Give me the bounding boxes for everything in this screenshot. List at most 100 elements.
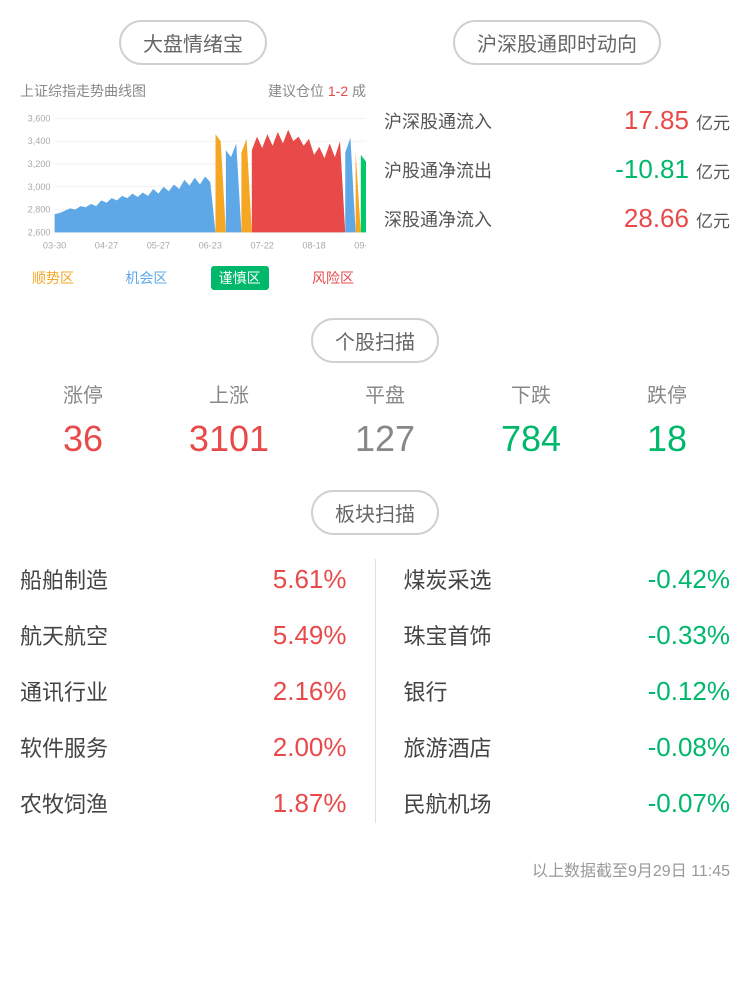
- stockscan-value: 784: [501, 418, 561, 460]
- flow-label: 沪深股通流入: [384, 108, 492, 134]
- stockscan-col: 涨停 36: [63, 379, 103, 460]
- flow-unit: 亿元: [696, 114, 730, 133]
- sector-pct: 5.61%: [273, 564, 347, 595]
- svg-text:09-14: 09-14: [354, 241, 366, 251]
- zone-badge: 顺势区: [24, 266, 82, 290]
- zone-badge: 风险区: [304, 266, 362, 290]
- sector-name: 船舶制造: [20, 563, 108, 595]
- sector-pct: -0.33%: [648, 620, 730, 651]
- stockscan-label: 涨停: [63, 379, 103, 408]
- advice-value: 1-2: [328, 83, 348, 99]
- flow-unit: 亿元: [696, 163, 730, 182]
- market-card: 大盘情绪宝 上证综指走势曲线图 建议仓位 1-2 成 2,600 2,800 3,0…: [20, 20, 366, 290]
- sector-pct: -0.42%: [648, 564, 730, 595]
- flow-row: 深股通净流入 28.66 亿元: [384, 203, 730, 234]
- stockscan-value: 18: [647, 418, 687, 460]
- stockscan-label: 平盘: [355, 379, 415, 408]
- sector-pct: 2.00%: [273, 732, 347, 763]
- sector-pct: -0.07%: [648, 788, 730, 819]
- sector-row: 软件服务 2.00%: [20, 719, 347, 775]
- stockscan-col: 上涨 3101: [189, 379, 269, 460]
- flow-value: 17.85: [624, 105, 689, 135]
- sector-name: 旅游酒店: [404, 731, 492, 763]
- sector-name: 软件服务: [20, 731, 108, 763]
- sector-row: 通讯行业 2.16%: [20, 663, 347, 719]
- sector-row: 煤炭采选 -0.42%: [404, 551, 731, 607]
- sector-name: 通讯行业: [20, 675, 108, 707]
- stockscan-label: 下跌: [501, 379, 561, 408]
- index-chart: 2,600 2,800 3,000 3,200 3,400 3,600 03-30 04-27…: [20, 107, 366, 262]
- flow-label: 沪股通净流出: [384, 157, 492, 183]
- svg-text:3,400: 3,400: [28, 136, 51, 146]
- chart-header: 上证综指走势曲线图 建议仓位 1-2 成: [20, 81, 366, 101]
- sector-row: 农牧饲渔 1.87%: [20, 775, 347, 831]
- stockscan-row: 涨停 36 上涨 3101 平盘 127 下跌 784 跌停 18: [20, 379, 730, 460]
- zone-badge: 机会区: [117, 266, 175, 290]
- flow-row: 沪深股通流入 17.85 亿元: [384, 105, 730, 136]
- flow-value-wrap: -10.81 亿元: [615, 154, 730, 185]
- svg-text:05-27: 05-27: [147, 241, 170, 251]
- stockscan-col: 下跌 784: [501, 379, 561, 460]
- flow-value: 28.66: [624, 203, 689, 233]
- stockscan-col: 平盘 127: [355, 379, 415, 460]
- top-row: 大盘情绪宝 上证综指走势曲线图 建议仓位 1-2 成 2,600 2,800 3,0…: [20, 20, 730, 290]
- sector-row: 珠宝首饰 -0.33%: [404, 607, 731, 663]
- stockscan-value: 127: [355, 418, 415, 460]
- advice-prefix: 建议仓位: [268, 83, 328, 99]
- flow-row: 沪股通净流出 -10.81 亿元: [384, 154, 730, 185]
- sector-col-up: 船舶制造 5.61% 航天航空 5.49% 通讯行业 2.16% 软件服务 2.00% 农牧饲渔…: [20, 551, 347, 831]
- stockscan-col: 跌停 18: [647, 379, 687, 460]
- flows-list: 沪深股通流入17.85 亿元沪股通净流出-10.81 亿元深股通净流入28.66…: [384, 81, 730, 234]
- flow-value: -10.81: [615, 154, 689, 184]
- sector-col-down: 煤炭采选 -0.42% 珠宝首饰 -0.33% 银行 -0.12% 旅游酒店 -0.08% 民航…: [404, 551, 731, 831]
- sector-pct: -0.12%: [648, 676, 730, 707]
- svg-text:3,200: 3,200: [28, 159, 51, 169]
- chart-advice: 建议仓位 1-2 成: [268, 81, 366, 101]
- sector-name: 民航机场: [404, 787, 492, 819]
- sector-pct: -0.08%: [648, 732, 730, 763]
- svg-text:07-22: 07-22: [251, 241, 274, 251]
- sector-name: 银行: [404, 675, 448, 707]
- flow-value-wrap: 17.85 亿元: [624, 105, 730, 136]
- footnote: 以上数据截至9月29日 11:45: [20, 857, 730, 881]
- flows-card: 沪深股通即时动向 沪深股通流入17.85 亿元沪股通净流出-10.81 亿元深股…: [384, 20, 730, 290]
- zone-badge: 谨慎区: [211, 266, 269, 290]
- stockscan-pill: 个股扫描: [311, 318, 439, 363]
- zone-legend: 顺势区 机会区 谨慎区 风险区: [20, 266, 366, 290]
- flow-value-wrap: 28.66 亿元: [624, 203, 730, 234]
- svg-text:3,600: 3,600: [28, 113, 51, 123]
- svg-text:03-30: 03-30: [43, 241, 66, 251]
- stockscan-value: 3101: [189, 418, 269, 460]
- flow-unit: 亿元: [696, 212, 730, 231]
- svg-text:06-23: 06-23: [199, 241, 222, 251]
- stockscan-label: 上涨: [189, 379, 269, 408]
- advice-suffix: 成: [348, 83, 366, 99]
- sector-name: 农牧饲渔: [20, 787, 108, 819]
- sector-name: 煤炭采选: [404, 563, 492, 595]
- sector-divider: [375, 559, 376, 823]
- flows-pill: 沪深股通即时动向: [453, 20, 661, 65]
- sector-name: 珠宝首饰: [404, 619, 492, 651]
- sector-name: 航天航空: [20, 619, 108, 651]
- sectorscan-body: 船舶制造 5.61% 航天航空 5.49% 通讯行业 2.16% 软件服务 2.00% 农牧饲渔…: [20, 551, 730, 831]
- svg-text:2,600: 2,600: [28, 227, 51, 237]
- sector-row: 旅游酒店 -0.08%: [404, 719, 731, 775]
- sector-row: 银行 -0.12%: [404, 663, 731, 719]
- sectorscan-pill: 板块扫描: [311, 490, 439, 535]
- svg-text:3,000: 3,000: [28, 182, 51, 192]
- chart-area: 2,600 2,800 3,000 3,200 3,400 3,600 03-30 04-27…: [20, 107, 366, 262]
- sector-pct: 1.87%: [273, 788, 347, 819]
- svg-text:08-18: 08-18: [302, 241, 325, 251]
- sector-pct: 2.16%: [273, 676, 347, 707]
- chart-title: 上证综指走势曲线图: [20, 81, 146, 101]
- sector-pct: 5.49%: [273, 620, 347, 651]
- stockscan-value: 36: [63, 418, 103, 460]
- sector-row: 航天航空 5.49%: [20, 607, 347, 663]
- sector-row: 船舶制造 5.61%: [20, 551, 347, 607]
- sector-row: 民航机场 -0.07%: [404, 775, 731, 831]
- svg-text:2,800: 2,800: [28, 205, 51, 215]
- stockscan-label: 跌停: [647, 379, 687, 408]
- svg-text:04-27: 04-27: [95, 241, 118, 251]
- market-pill: 大盘情绪宝: [119, 20, 267, 65]
- flow-label: 深股通净流入: [384, 206, 492, 232]
